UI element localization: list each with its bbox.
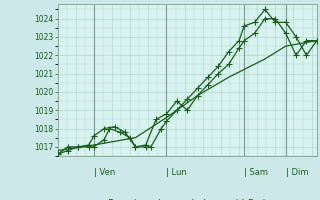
Text: Pression niveau de la mer( hPa ): Pression niveau de la mer( hPa ) [108,199,266,200]
Text: | Ven: | Ven [94,168,115,177]
Text: | Sam: | Sam [244,168,268,177]
Text: | Dim: | Dim [286,168,308,177]
Text: | Lun: | Lun [166,168,187,177]
